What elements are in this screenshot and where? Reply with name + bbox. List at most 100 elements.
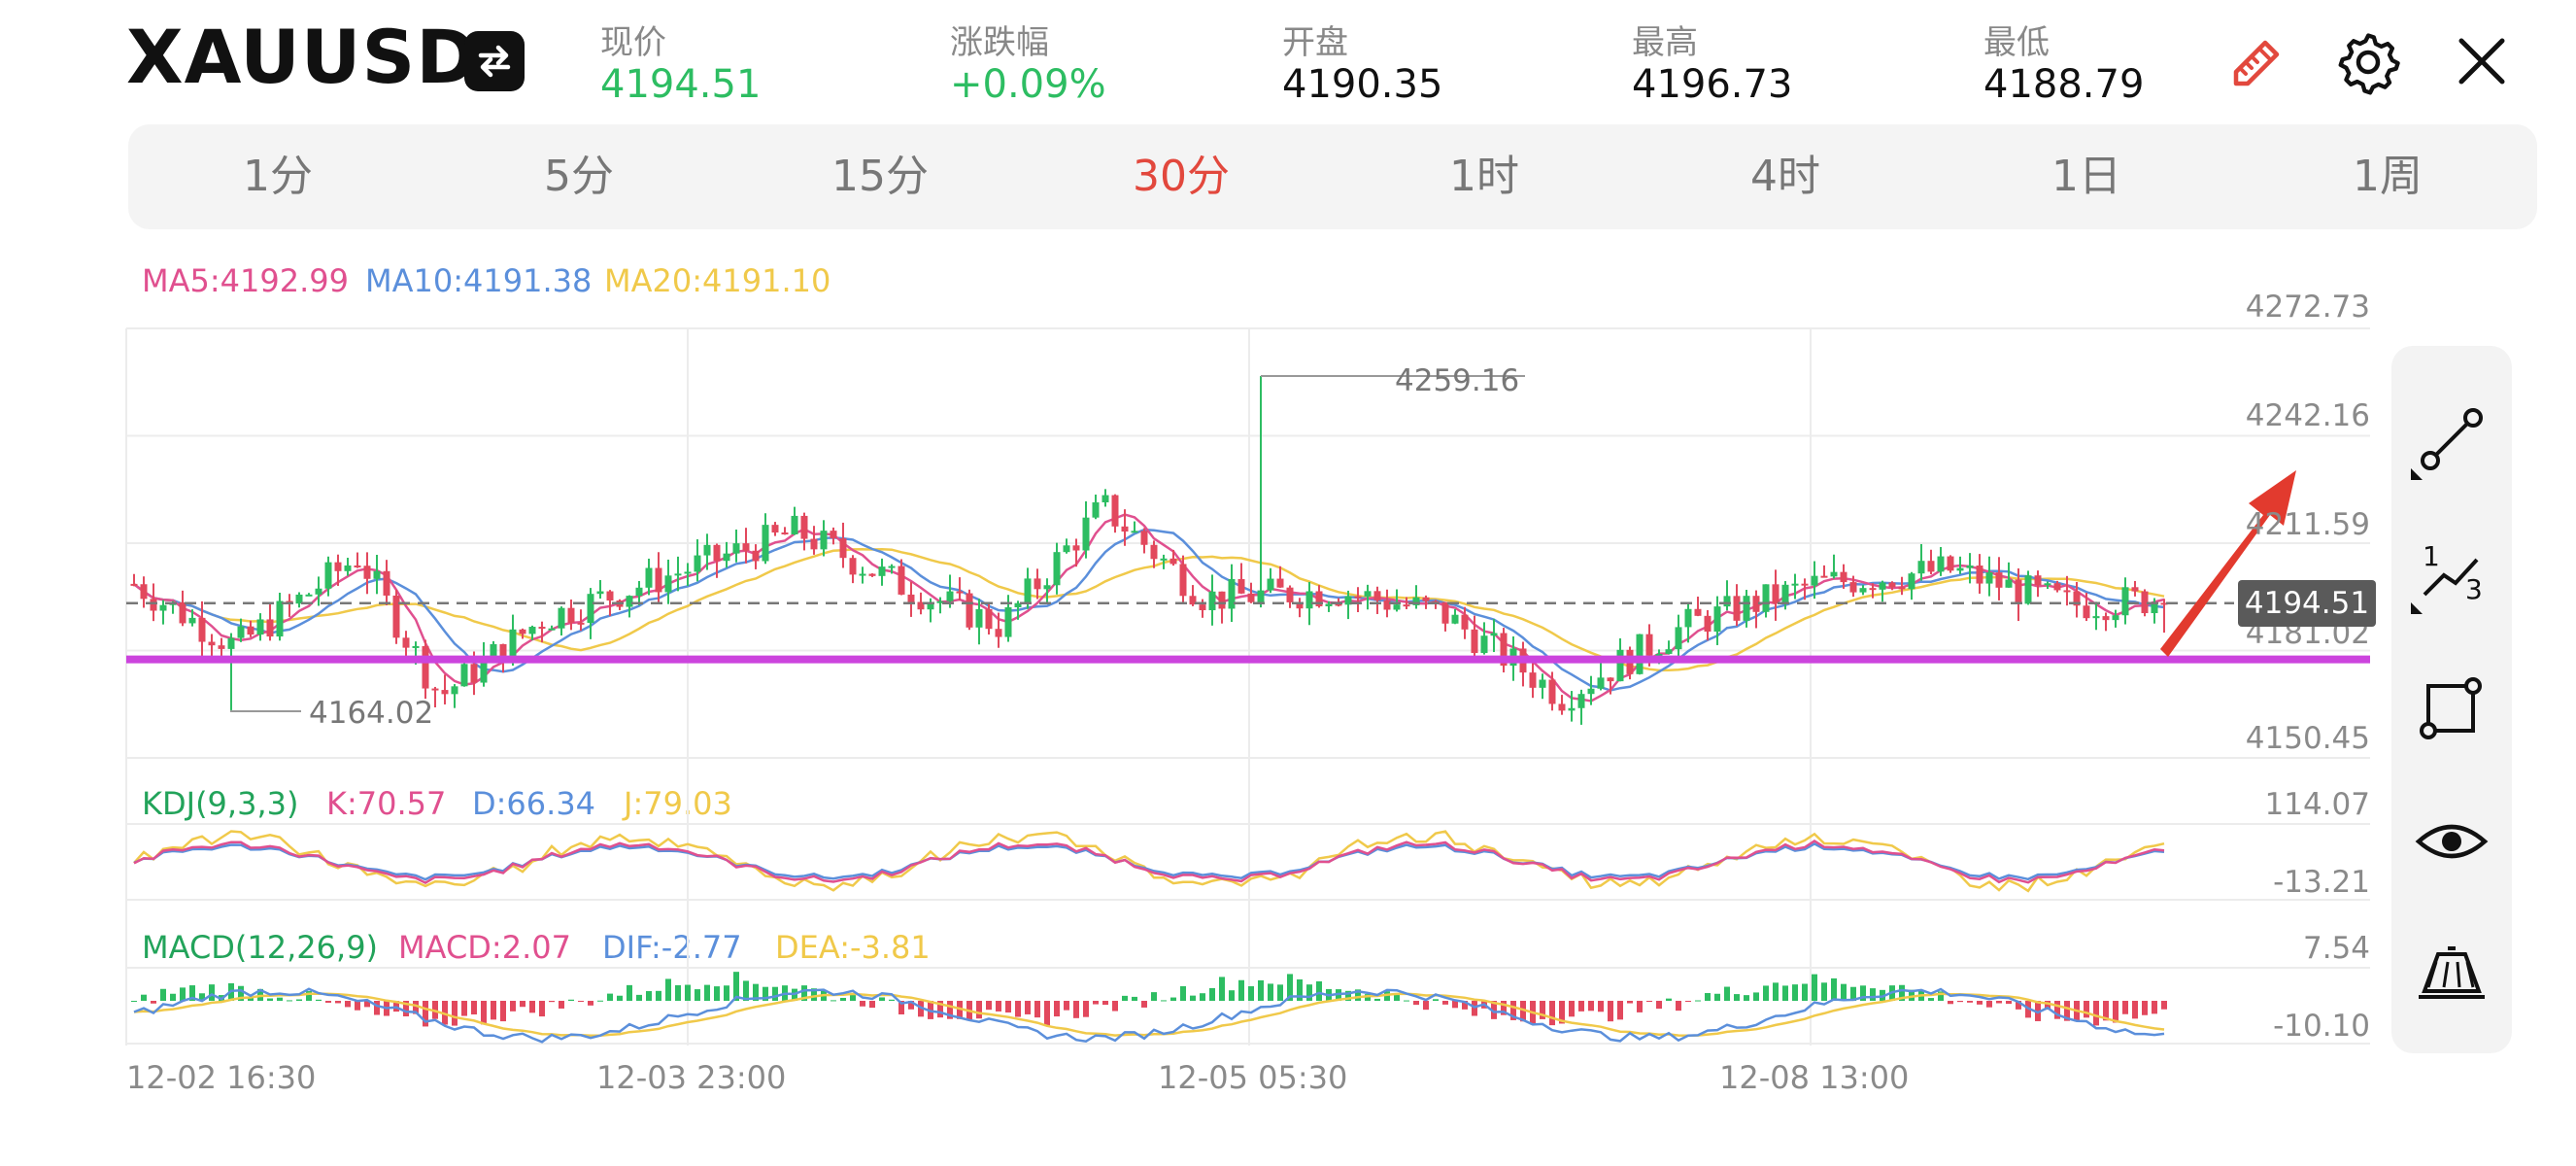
- candle-body: [1111, 495, 1119, 527]
- price-tick-5: 4150.45: [2245, 721, 2370, 756]
- macd-bar: [1365, 994, 1371, 1001]
- low-annotation: 4164.02: [309, 696, 434, 731]
- macd-bar: [1316, 980, 1322, 1001]
- macd-bar: [141, 994, 147, 1001]
- tab-30min[interactable]: 30分: [1133, 152, 1230, 201]
- macd-macd: MACD:2.07: [398, 929, 571, 966]
- tab-1day[interactable]: 1日: [2051, 152, 2121, 201]
- macd-bar: [607, 993, 613, 1001]
- candle-body: [1208, 591, 1216, 610]
- macd-bar: [452, 1001, 458, 1026]
- candle-body: [810, 538, 818, 550]
- tab-15min[interactable]: 15分: [831, 152, 929, 201]
- macd-bar: [898, 1001, 904, 1014]
- macd-bar: [403, 1001, 409, 1016]
- kdj-d-line: [133, 841, 2165, 881]
- swap-icon[interactable]: [464, 31, 525, 91]
- macd-bar: [1433, 999, 1439, 1001]
- candle-body: [868, 573, 876, 576]
- high-annotation: 4259.16: [1395, 363, 1520, 398]
- candle-body: [2044, 583, 2051, 586]
- kdj-j: J:79.03: [624, 785, 732, 822]
- pencil-icon[interactable]: [2222, 29, 2290, 101]
- macd-bar: [1501, 1001, 1507, 1015]
- macd-bar: [2142, 1001, 2148, 1015]
- macd-bar: [520, 1001, 525, 1008]
- gear-icon[interactable]: [2335, 29, 2401, 99]
- macd-bar: [1792, 984, 1798, 1001]
- tab-1week[interactable]: 1周: [2353, 152, 2423, 201]
- kdj-j-line: [133, 830, 2165, 893]
- candle-body: [694, 555, 701, 572]
- macd-bar: [665, 978, 671, 1001]
- kdj-axis-bottom: -13.21: [2273, 865, 2370, 900]
- macd-bar: [1355, 989, 1361, 1001]
- macd-bar: [1423, 1001, 1429, 1011]
- candle-body: [936, 600, 944, 603]
- macd-bar: [2152, 1001, 2157, 1014]
- candle-body: [1694, 608, 1702, 616]
- candle-body: [1655, 653, 1663, 656]
- fibonacci-icon[interactable]: 1 3: [2409, 531, 2494, 620]
- candle-body: [188, 617, 196, 624]
- macd-bar: [549, 1001, 555, 1003]
- candle-body: [1490, 633, 1498, 636]
- candle-body: [1140, 531, 1148, 545]
- tab-1hour[interactable]: 1时: [1449, 152, 1519, 201]
- macd-bar: [976, 1001, 982, 1019]
- tab-4hour[interactable]: 4时: [1750, 152, 1820, 201]
- candle-body: [344, 565, 352, 571]
- swap-icon-glyph: [478, 45, 511, 78]
- macd-bar: [2113, 1001, 2118, 1023]
- candle-body: [1801, 583, 1809, 586]
- rectangle-icon[interactable]: [2409, 665, 2494, 754]
- macd-bar: [937, 1001, 943, 1018]
- macd-bar: [1219, 977, 1225, 1001]
- candle-body: [2151, 602, 2158, 614]
- candle-body: [130, 583, 138, 586]
- tab-1min[interactable]: 1分: [243, 152, 313, 201]
- macd-bar: [1559, 1001, 1565, 1024]
- macd-bar: [1073, 1001, 1079, 1018]
- candle-body: [140, 584, 148, 600]
- candle-body: [713, 544, 721, 562]
- candle-body: [538, 627, 546, 630]
- macd-dif: DIF:-2.77: [602, 929, 742, 966]
- candle-body: [1762, 584, 1770, 612]
- macd-bar: [1452, 1001, 1458, 1009]
- legend-ma10: MA10:4191.38: [365, 262, 593, 299]
- candle-body: [1169, 558, 1177, 565]
- candle-body: [655, 567, 662, 593]
- close-icon[interactable]: [2452, 31, 2512, 95]
- macd-bar: [1588, 1001, 1594, 1012]
- candle-body: [956, 591, 964, 594]
- stat-label-low: 最低: [1983, 23, 2050, 62]
- candle-body: [1927, 561, 1935, 572]
- macd-bar: [559, 1001, 564, 1009]
- macd-bar: [160, 988, 166, 1001]
- candle-body: [1247, 593, 1255, 602]
- line-segment-icon[interactable]: [2409, 396, 2494, 486]
- candle-body: [1956, 567, 1964, 571]
- candle-body: [383, 570, 390, 596]
- macd-bar: [1141, 1001, 1147, 1008]
- macd-bar: [675, 984, 681, 1001]
- candle-body: [1947, 556, 1954, 571]
- eye-icon[interactable]: [2409, 799, 2494, 888]
- macd-bar: [1977, 1001, 1983, 1005]
- macd-bar: [2045, 1001, 2051, 1011]
- macd-bar: [1170, 997, 1176, 1001]
- candle-body: [2053, 583, 2061, 591]
- macd-bar: [1200, 993, 1205, 1001]
- macd-bar: [743, 980, 749, 1001]
- tab-5min[interactable]: 5分: [544, 152, 614, 201]
- candle-body: [1558, 703, 1566, 711]
- candle-body: [1733, 596, 1741, 621]
- candle-body: [742, 543, 750, 551]
- macd-bar: [1598, 1001, 1604, 1012]
- candle-body: [577, 622, 585, 625]
- macd-bar: [1957, 1001, 1963, 1003]
- eraser-icon[interactable]: [2409, 933, 2494, 1022]
- candle-body: [898, 566, 905, 595]
